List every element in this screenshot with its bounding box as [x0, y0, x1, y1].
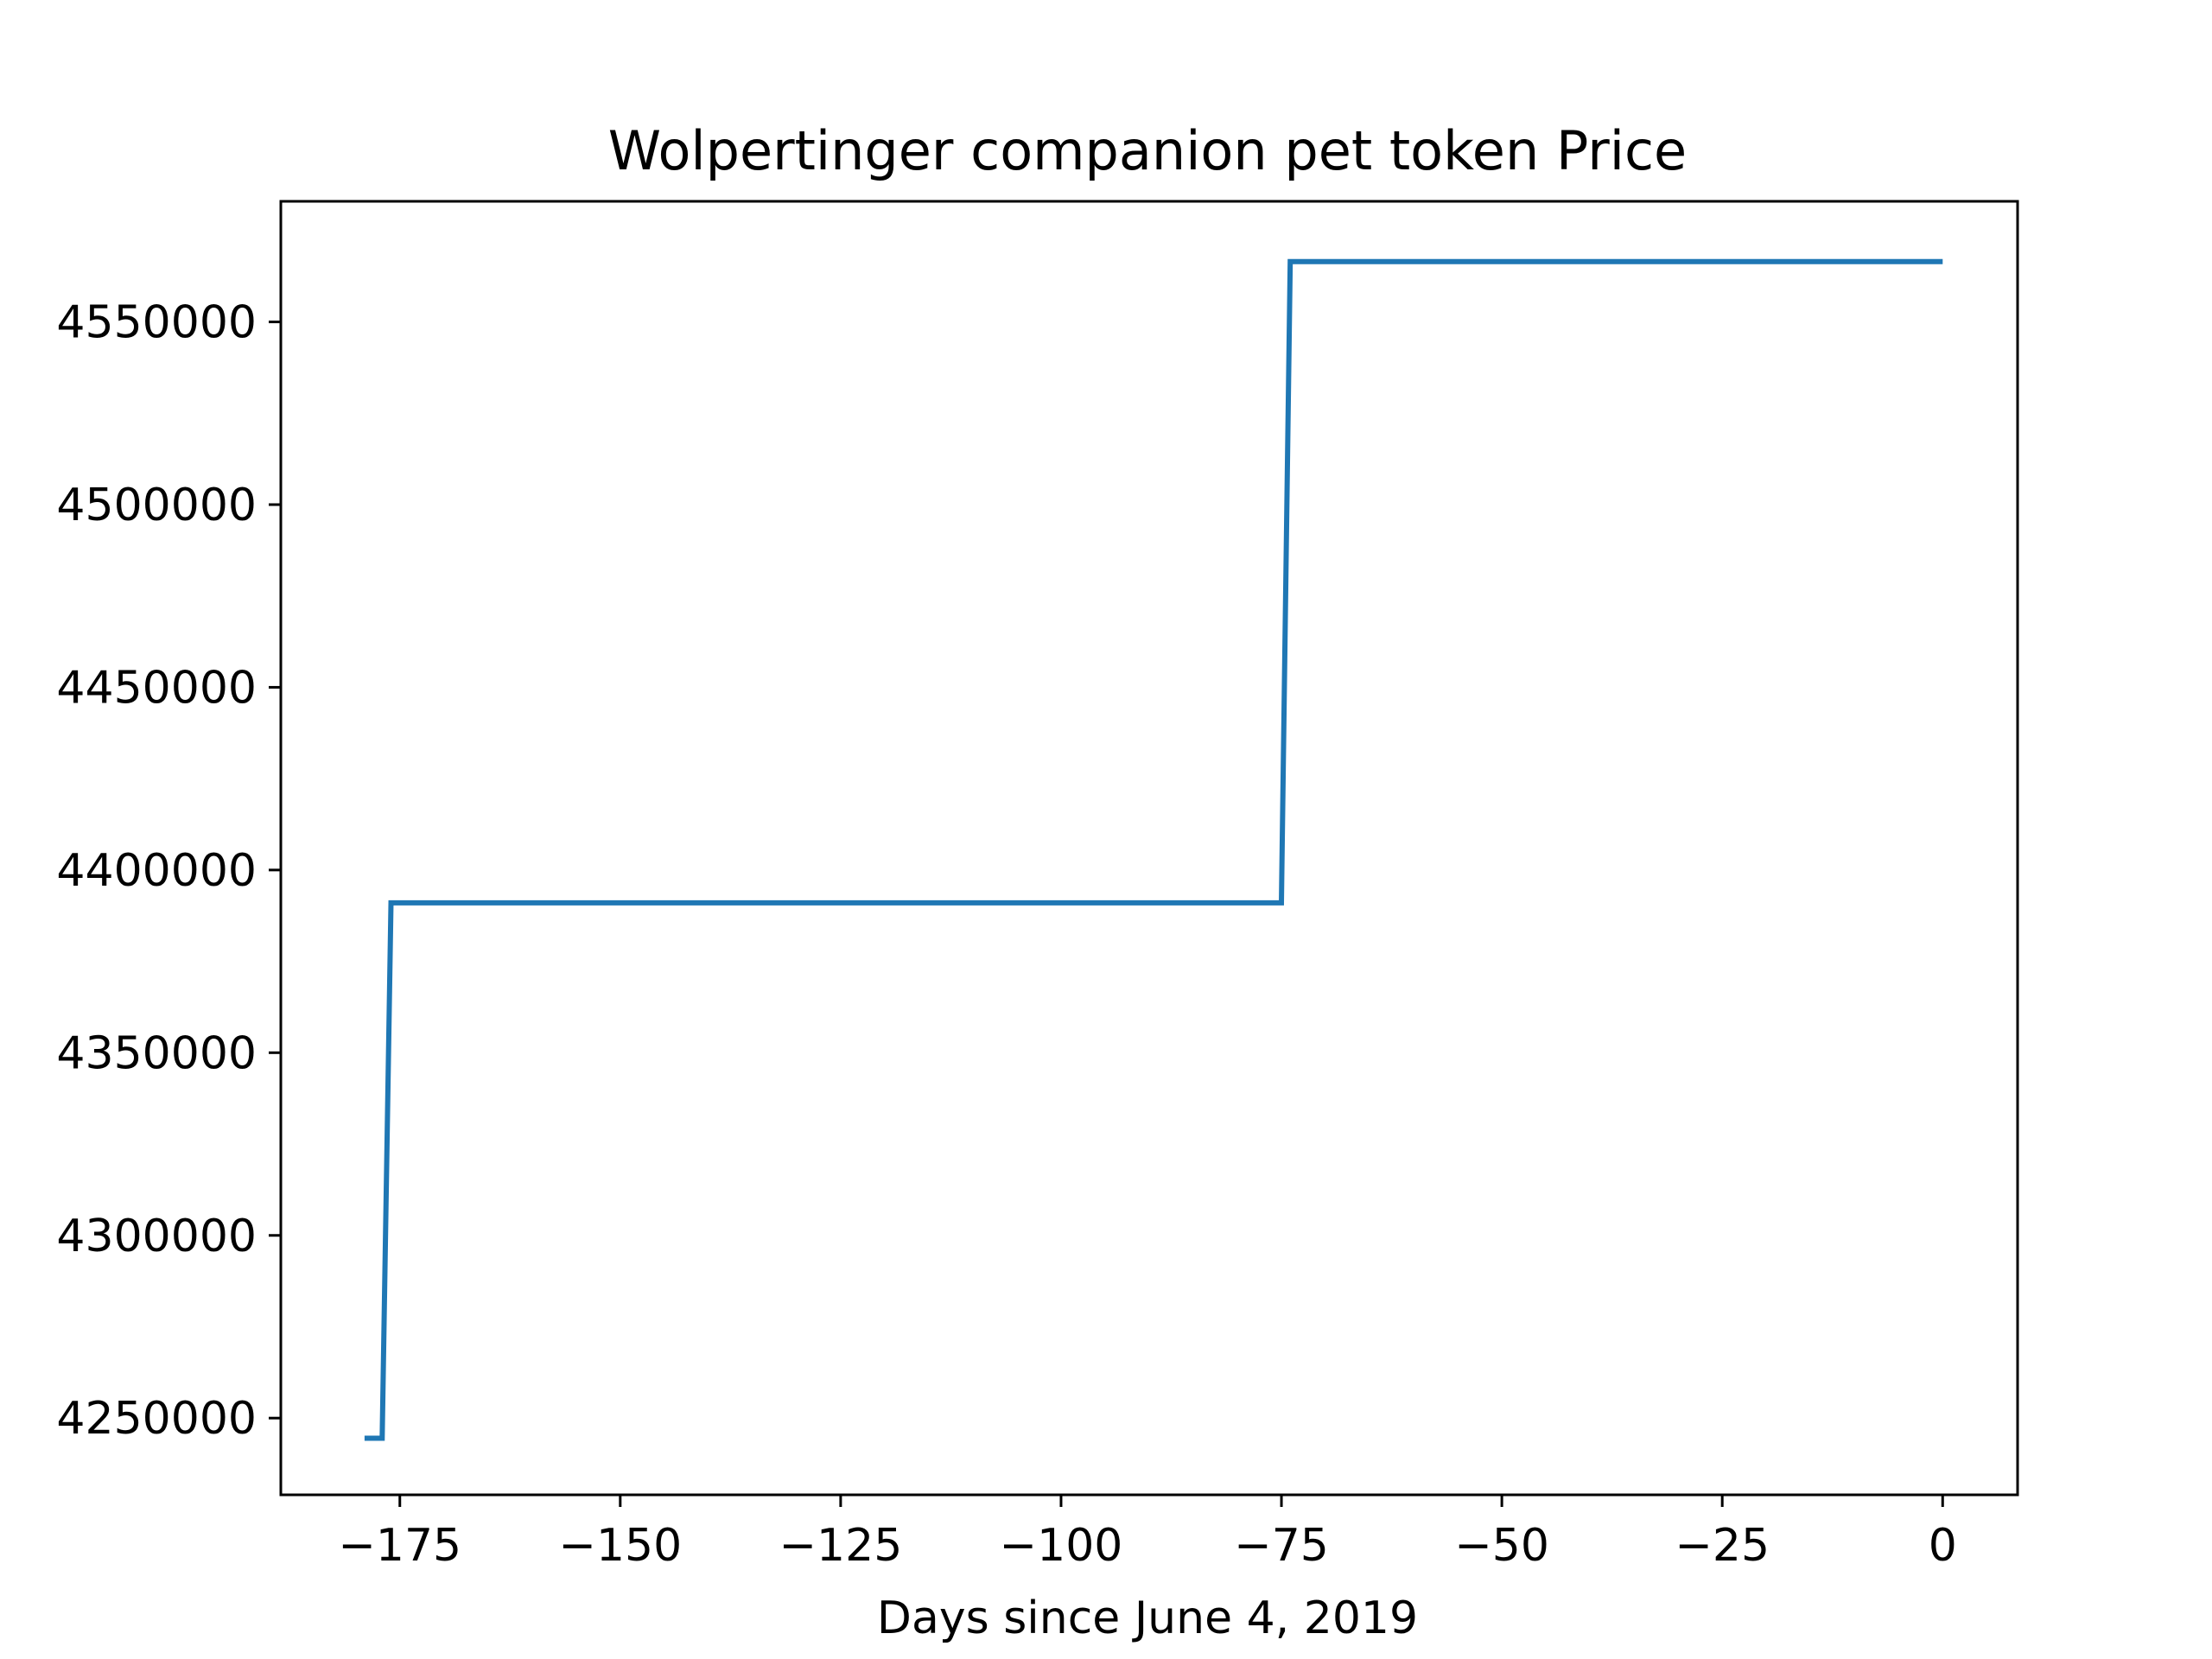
x-axis-label: Days since June 4, 2019 [877, 1592, 1418, 1644]
y-tick-label: 4450000 [56, 662, 257, 714]
x-tick-label: −150 [558, 1520, 682, 1572]
x-axis: −175 −150 −125 −100 −75 −50 −25 0 [338, 1495, 1957, 1572]
y-tick-label: 4550000 [56, 297, 257, 349]
y-tick-label: 4400000 [56, 845, 257, 897]
axes-frame [279, 200, 2019, 1497]
plot-area [364, 258, 1943, 1441]
x-tick-label: −100 [1000, 1520, 1123, 1572]
chart-title: Wolpertinger companion pet token Price [608, 119, 1687, 182]
x-tick-label: −25 [1675, 1520, 1770, 1572]
x-tick-label: −75 [1234, 1520, 1329, 1572]
y-tick-label: 4500000 [56, 480, 257, 531]
y-tick-label: 4250000 [56, 1393, 257, 1445]
x-tick-label: −125 [779, 1520, 902, 1572]
y-axis: 4250000 4300000 4350000 4400000 4450000 45000… [56, 297, 281, 1445]
y-tick-label: 4300000 [56, 1211, 257, 1262]
price-series-line [364, 258, 1943, 1441]
x-tick-label: 0 [1929, 1520, 1957, 1572]
x-tick-label: −175 [338, 1520, 461, 1572]
y-tick-label: 4350000 [56, 1027, 257, 1079]
x-tick-label: −50 [1454, 1520, 1549, 1572]
